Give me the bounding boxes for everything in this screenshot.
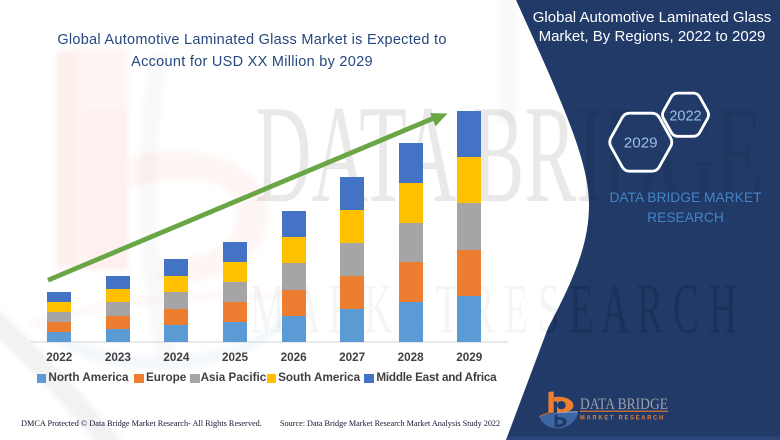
svg-text:2029: 2029 xyxy=(624,135,658,152)
svg-text:MARKET RESEARCH: MARKET RESEARCH xyxy=(580,415,665,422)
svg-text:2022: 2022 xyxy=(669,108,701,124)
svg-text:DATA BRIDGE: DATA BRIDGE xyxy=(580,396,668,413)
